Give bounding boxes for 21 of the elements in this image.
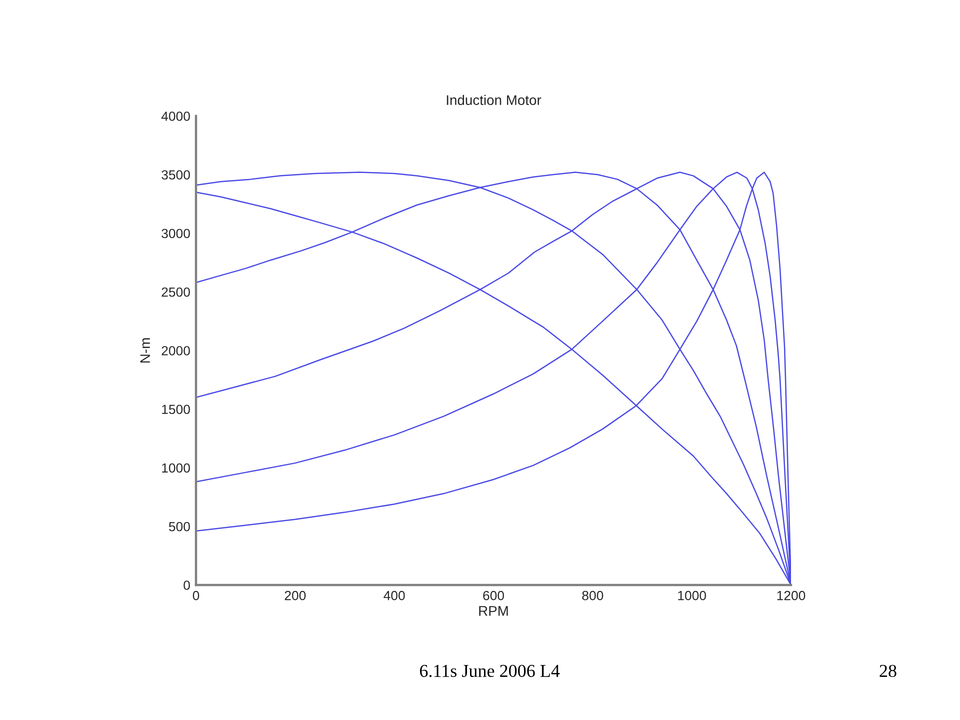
y-tick-label: 4000 (161, 112, 190, 121)
y-tick-label: 2500 (162, 287, 190, 297)
x-axis-title: RPM (479, 606, 508, 616)
x-tick-label: 1200 (777, 590, 806, 600)
x-tick-label: 1000 (678, 590, 706, 600)
y-tick-label: 3500 (162, 170, 190, 180)
text: 28 (880, 664, 896, 677)
chart-title: Induction Motor (446, 94, 542, 106)
y-tick-label: 2000 (162, 346, 190, 356)
x-tick-label: 600 (483, 590, 504, 600)
y-axis-title: N-m (140, 338, 150, 362)
x-tick-label: 800 (582, 590, 604, 600)
y-tick-label: 1500 (162, 404, 190, 414)
y-tick-label: 500 (168, 522, 190, 532)
y-tick-label: 0 (184, 580, 190, 590)
x-tick-label: 0 (192, 590, 200, 600)
text: 6.11s June 2006 L4 (420, 664, 560, 678)
x-tick-label: 400 (384, 590, 405, 600)
y-tick-label: 1000 (162, 463, 190, 473)
x-tick-label: 200 (284, 590, 306, 600)
y-tick-label: 3000 (162, 228, 190, 238)
